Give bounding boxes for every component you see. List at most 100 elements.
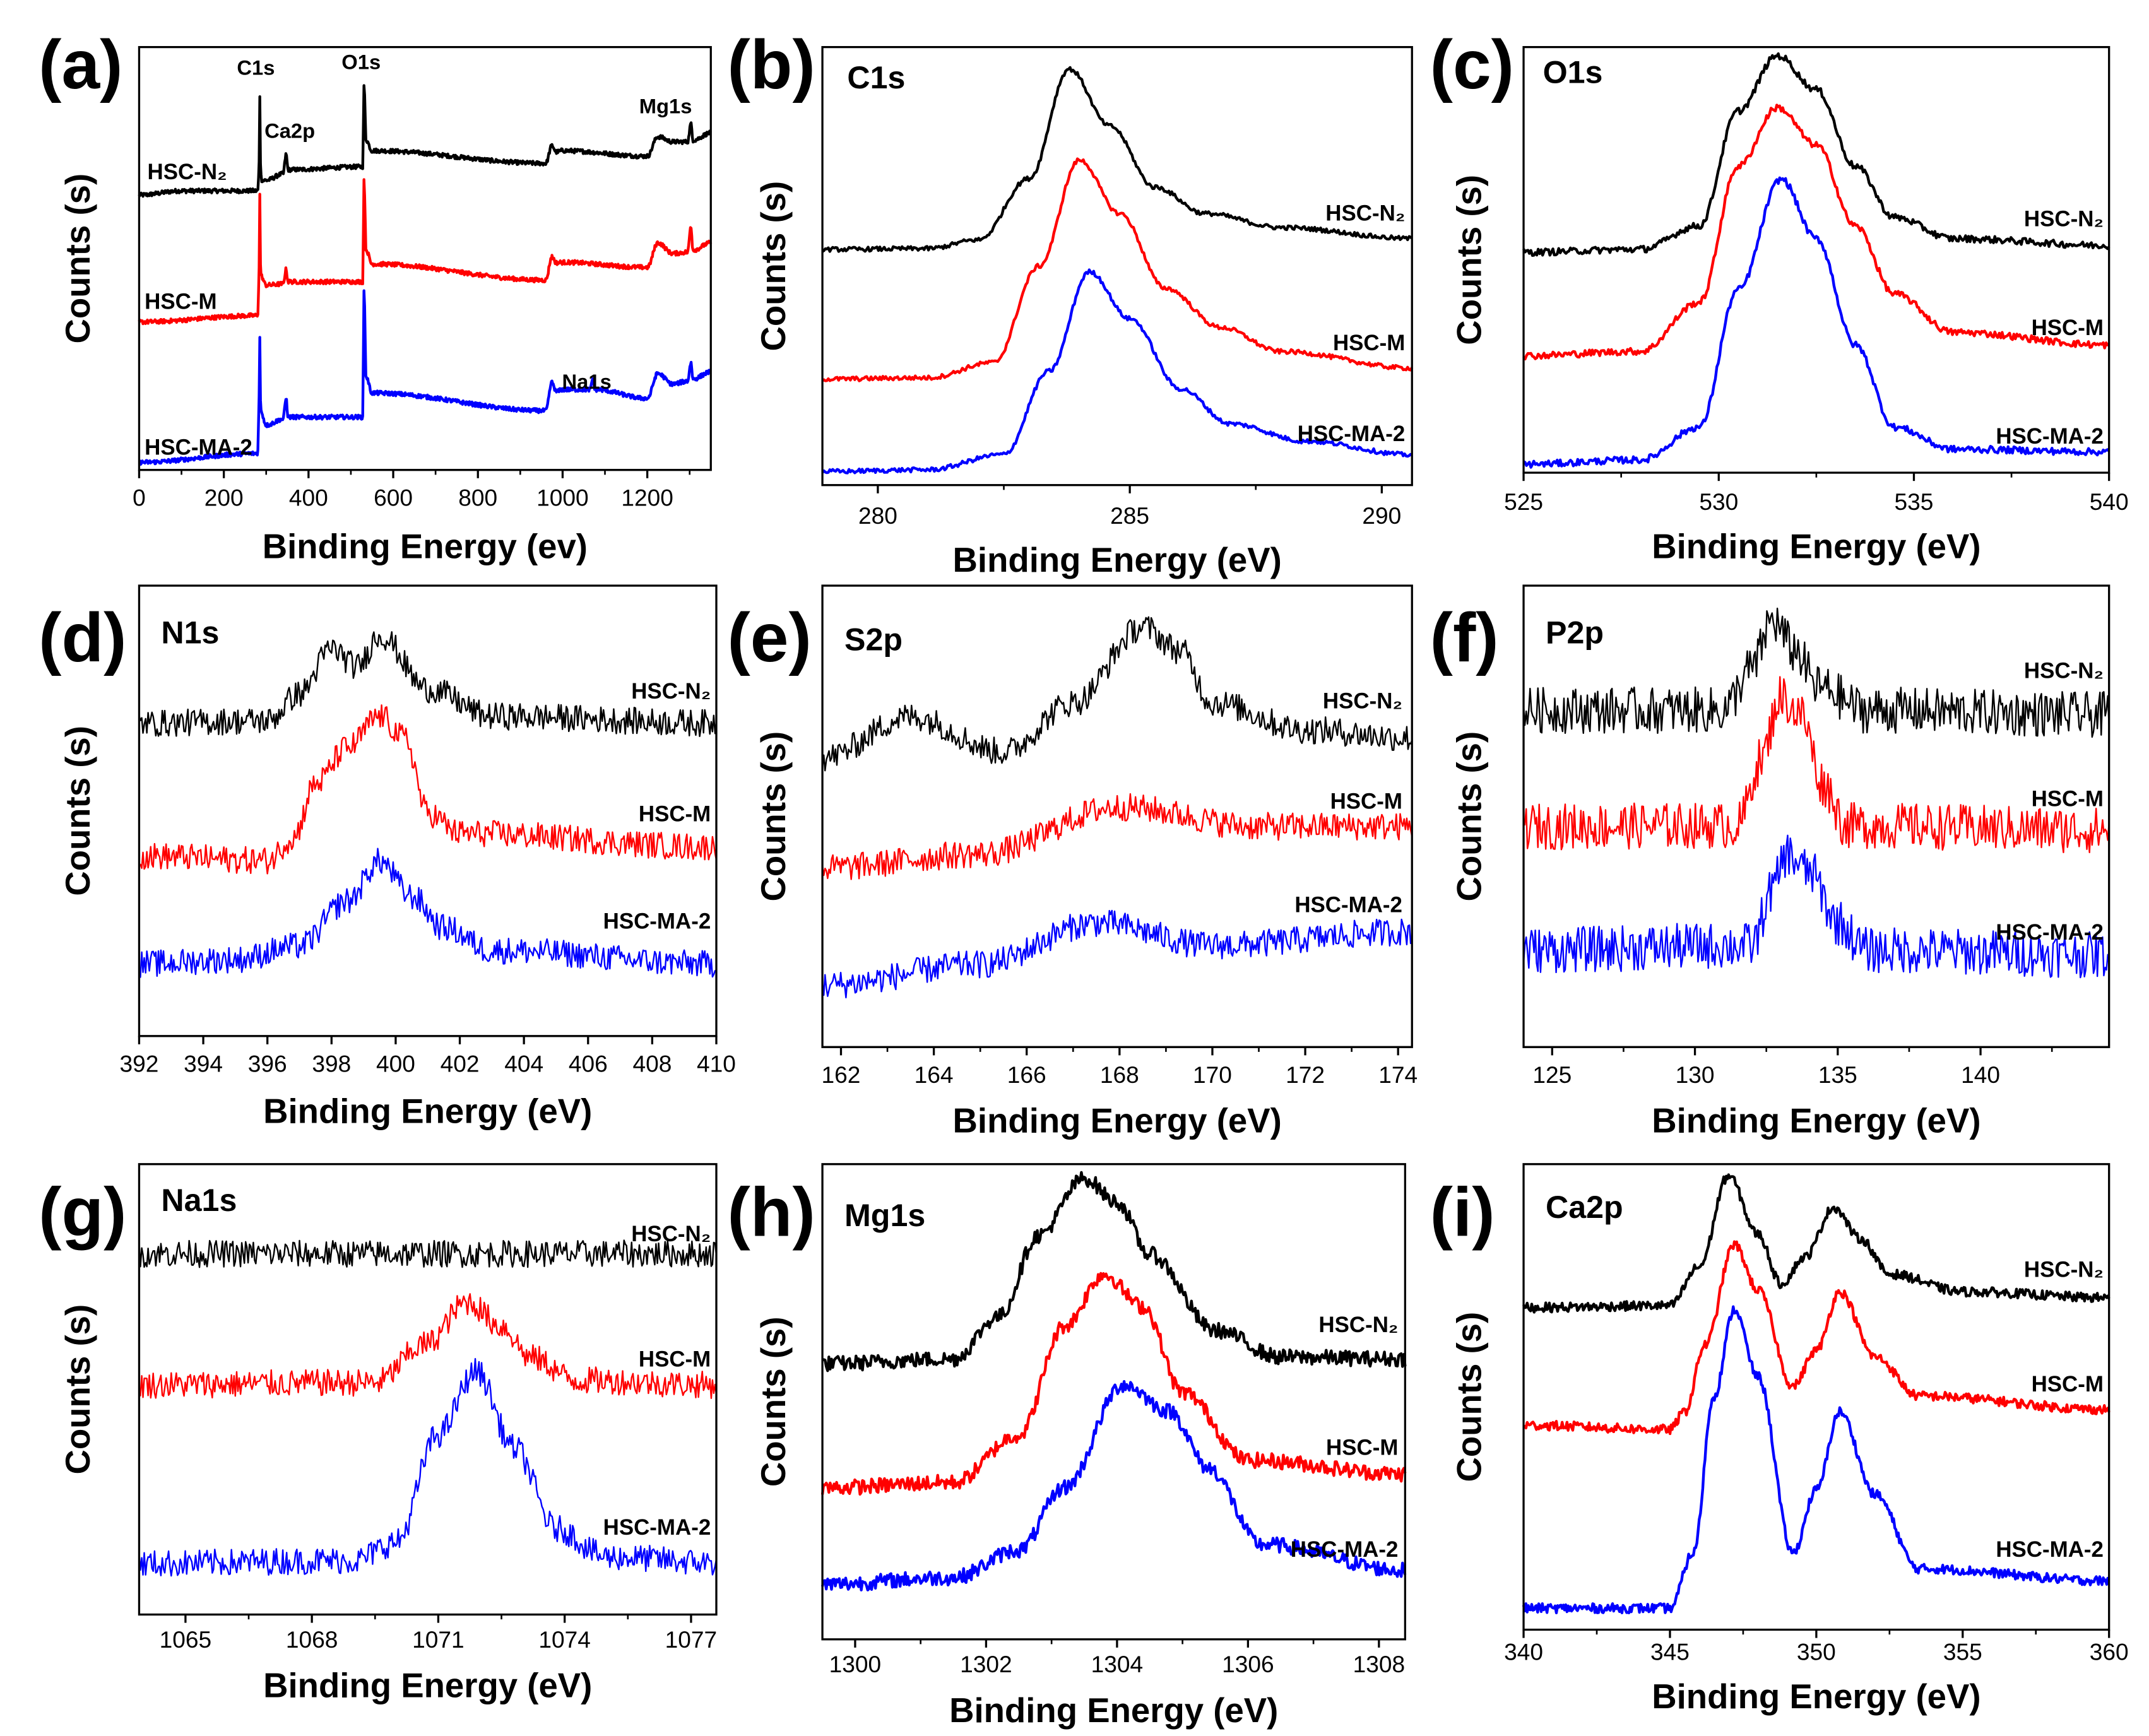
series-line-hsc-n2 <box>822 1171 1407 1373</box>
series-label-hsc-m: HSC-M <box>2032 1372 2104 1396</box>
series-label-hsc-ma-2: HSC-MA-2 <box>1294 892 1402 917</box>
x-tick-label: 174 <box>1378 1061 1418 1088</box>
x-axis-label: Binding Energy (eV) <box>1652 527 1980 565</box>
panel-title: O1s <box>1543 54 1603 90</box>
series-label-hsc-ma-2: HSC-MA-2 <box>145 435 252 460</box>
peak-annotation-na1s: Na1s <box>562 370 612 393</box>
series-line-hsc-m <box>138 704 718 875</box>
plot-frame <box>1522 584 2111 1048</box>
x-tick-label: 408 <box>632 1051 672 1077</box>
series-label-hsc-m: HSC-M <box>145 289 216 314</box>
panel-title: Mg1s <box>844 1198 925 1233</box>
x-tick-label: 1071 <box>412 1626 465 1653</box>
x-tick-label: 392 <box>120 1051 159 1077</box>
x-tick-label: 290 <box>1362 502 1401 529</box>
x-tick-label: 396 <box>248 1051 287 1077</box>
series-label-hsc-m: HSC-M <box>1330 789 1402 814</box>
x-axis-label: Binding Energy (eV) <box>1652 1677 1980 1716</box>
series-line-hsc-m <box>138 178 713 326</box>
y-axis-label: Counts (s) <box>754 1316 793 1487</box>
series-line-hsc-n2 <box>821 616 1413 772</box>
x-axis-label: Binding Energy (eV) <box>949 1691 1278 1730</box>
x-tick-label: 1074 <box>538 1626 591 1653</box>
x-tick-label: 400 <box>376 1051 415 1077</box>
x-tick-label: 1308 <box>1353 1651 1406 1677</box>
peak-annotation-mg1s: Mg1s <box>639 94 692 117</box>
series-label-hsc-m: HSC-M <box>2032 316 2104 340</box>
x-tick-label: 1302 <box>960 1651 1012 1677</box>
panel-letter: (g) <box>38 1174 126 1251</box>
peak-annotation-ca2p: Ca2p <box>264 119 315 143</box>
x-tick-label: 1306 <box>1222 1651 1274 1677</box>
x-tick-label: 168 <box>1100 1061 1139 1088</box>
series-label-hsc-n2: HSC-N₂ <box>1323 688 1402 713</box>
peak-annotation-c1s: C1s <box>237 56 275 79</box>
series-line-hsc-ma-2 <box>1522 1305 2111 1615</box>
x-tick-label: 125 <box>1532 1061 1572 1088</box>
x-tick-label: 398 <box>312 1051 351 1077</box>
x-tick-label: 130 <box>1676 1061 1715 1088</box>
plot-frame <box>821 584 1413 1048</box>
peak-annotation-o1s: O1s <box>341 50 381 74</box>
x-tick-label: 1068 <box>286 1626 338 1653</box>
series-line-hsc-m <box>1522 103 2110 361</box>
series-line-hsc-n2 <box>138 1239 718 1268</box>
panel-b: HSC-N₂ HSC-M HSC-MA-2 280 285 290 Binding Ener… <box>727 27 1414 579</box>
series-line-hsc-n2 <box>138 84 712 198</box>
panel-g: HSC-N₂ HSC-M HSC-MA-2 1065 1068 1071 1074 1077 B… <box>38 1163 718 1704</box>
series-label-hsc-n2: HSC-N₂ <box>2024 206 2104 231</box>
y-axis-label: Counts (s) <box>754 731 793 902</box>
x-axis-label: Binding Energy (eV) <box>1652 1102 1980 1140</box>
x-axis-label: Binding Energy (eV) <box>263 1666 592 1704</box>
plot-frame <box>138 584 718 1037</box>
series-line-hsc-ma-2 <box>138 847 717 978</box>
x-tick-label: 345 <box>1650 1639 1690 1665</box>
x-tick-label: 135 <box>1818 1061 1857 1088</box>
x-tick-label: 410 <box>697 1051 736 1077</box>
panel-e: HSC-N₂ HSC-M HSC-MA-2 162 164 166 168 170 172 174… <box>727 584 1418 1140</box>
x-tick-label: 170 <box>1193 1061 1232 1088</box>
x-tick-label: 406 <box>569 1051 608 1077</box>
x-tick-label: 166 <box>1007 1061 1046 1088</box>
series-label-hsc-n2: HSC-N₂ <box>148 160 227 184</box>
x-tick-label: 1200 <box>621 484 673 511</box>
series-line-hsc-m <box>1522 676 2110 854</box>
panel-title: N1s <box>161 615 219 651</box>
series-line-hsc-n2 <box>138 631 718 738</box>
x-tick-label: 600 <box>374 484 413 511</box>
y-axis-label: Counts (s) <box>1450 1312 1488 1482</box>
series-label-hsc-n2: HSC-N₂ <box>1318 1313 1398 1337</box>
series-label-hsc-n2: HSC-N₂ <box>1325 201 1405 226</box>
series-label-hsc-m: HSC-M <box>2032 786 2104 811</box>
series-line-hsc-n2 <box>1522 607 2110 738</box>
panel-h: HSC-N₂ HSC-M HSC-MA-2 1300 1302 1304 1306 1308 B… <box>727 1163 1407 1730</box>
panel-letter: (d) <box>38 599 126 676</box>
panel-i: HSC-N₂ HSC-M HSC-MA-2 340 345 350 355 360 Bindin… <box>1430 1163 2129 1716</box>
panel-letter: (c) <box>1430 27 1514 103</box>
x-tick-label: 530 <box>1699 488 1738 515</box>
series-label-hsc-n2: HSC-N₂ <box>2024 658 2104 683</box>
y-axis-label: Counts (s) <box>1450 175 1488 345</box>
x-axis-label: Binding Energy (ev) <box>263 527 588 565</box>
series-label-hsc-m: HSC-M <box>1326 1435 1398 1460</box>
x-tick-label: 535 <box>1895 488 1934 515</box>
x-tick-label: 394 <box>184 1051 223 1077</box>
panel-letter: (f) <box>1430 599 1499 676</box>
x-tick-label: 1304 <box>1091 1651 1144 1677</box>
series-line-hsc-ma-2 <box>821 268 1413 475</box>
series-line-hsc-m <box>821 157 1414 382</box>
x-tick-label: 164 <box>915 1061 954 1088</box>
panel-letter: (e) <box>727 599 811 676</box>
x-tick-label: 360 <box>2090 1639 2129 1665</box>
series-line-hsc-n2 <box>1522 52 2111 257</box>
x-tick-label: 402 <box>441 1051 480 1077</box>
series-line-hsc-ma-2 <box>820 1380 1407 1591</box>
plot-frame <box>821 45 1413 487</box>
x-tick-label: 1300 <box>829 1651 882 1677</box>
x-tick-label: 350 <box>1797 1639 1836 1665</box>
series-label-hsc-ma-2: HSC-MA-2 <box>1996 1537 2104 1562</box>
series-line-hsc-ma-2 <box>1522 176 2111 469</box>
panel-letter: (h) <box>727 1174 815 1251</box>
series-line-hsc-m <box>821 793 1413 880</box>
panel-c: HSC-N₂ HSC-M HSC-MA-2 525 530 535 540 Binding E… <box>1430 27 2129 565</box>
